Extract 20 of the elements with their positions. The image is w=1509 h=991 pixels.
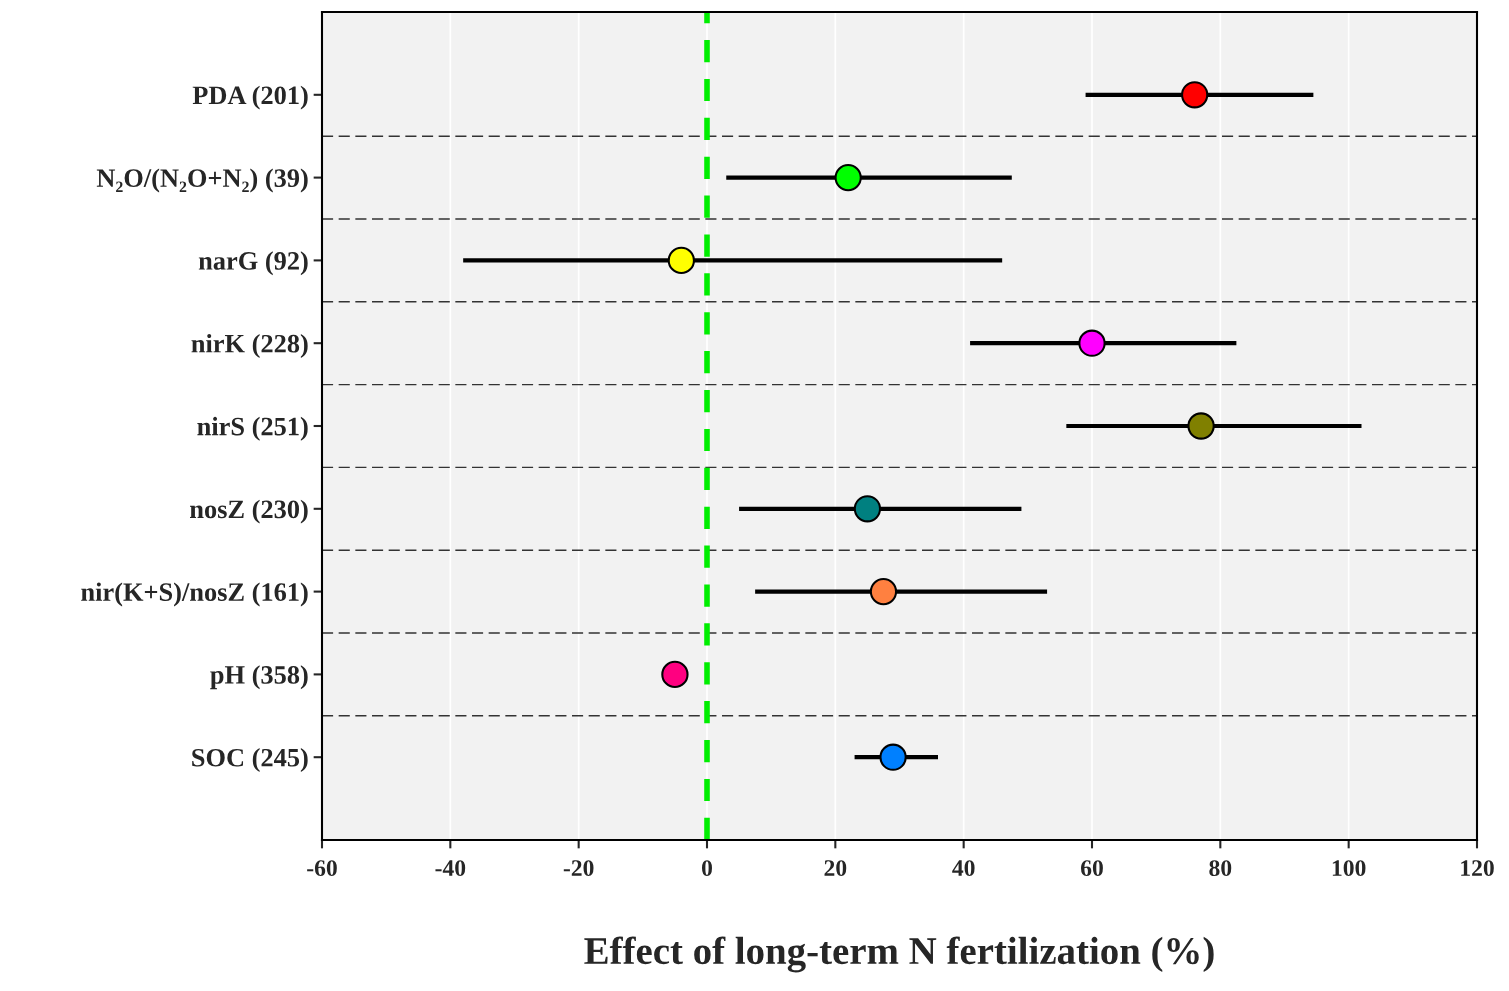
y-tick-label: PDA (201)	[192, 85, 308, 110]
x-tick-label: 0	[702, 860, 712, 877]
x-tick-label: 80	[1209, 860, 1232, 877]
y-tick-label: pH (358)	[210, 665, 308, 690]
y-tick-label: SOC (245)	[192, 748, 308, 772]
x-tick-label: -60	[307, 860, 337, 877]
x-tick-label: -20	[563, 860, 594, 877]
x-axis-title: Effect of long-term N fertilization (%)	[584, 936, 1214, 973]
y-tick-label: nosZ (230)	[190, 499, 308, 524]
y-tick-label: N₂O/(N₂O+N₂) (39)	[96, 168, 308, 193]
y-tick-label: nirK (228)	[191, 334, 308, 358]
y-tick-label: nirS (251)	[197, 416, 308, 441]
y-tick-label: nir(K+S)/nosZ (161)	[81, 582, 308, 607]
x-tick-label: -40	[435, 860, 466, 877]
x-tick-label: 120	[1461, 860, 1494, 877]
y-tick-label: narG (92)	[198, 251, 308, 276]
x-tick-label: 100	[1332, 860, 1366, 877]
x-tick-label: 20	[824, 860, 847, 877]
x-tick-label: 60	[1081, 860, 1103, 877]
x-tick-label: 40	[952, 860, 975, 877]
